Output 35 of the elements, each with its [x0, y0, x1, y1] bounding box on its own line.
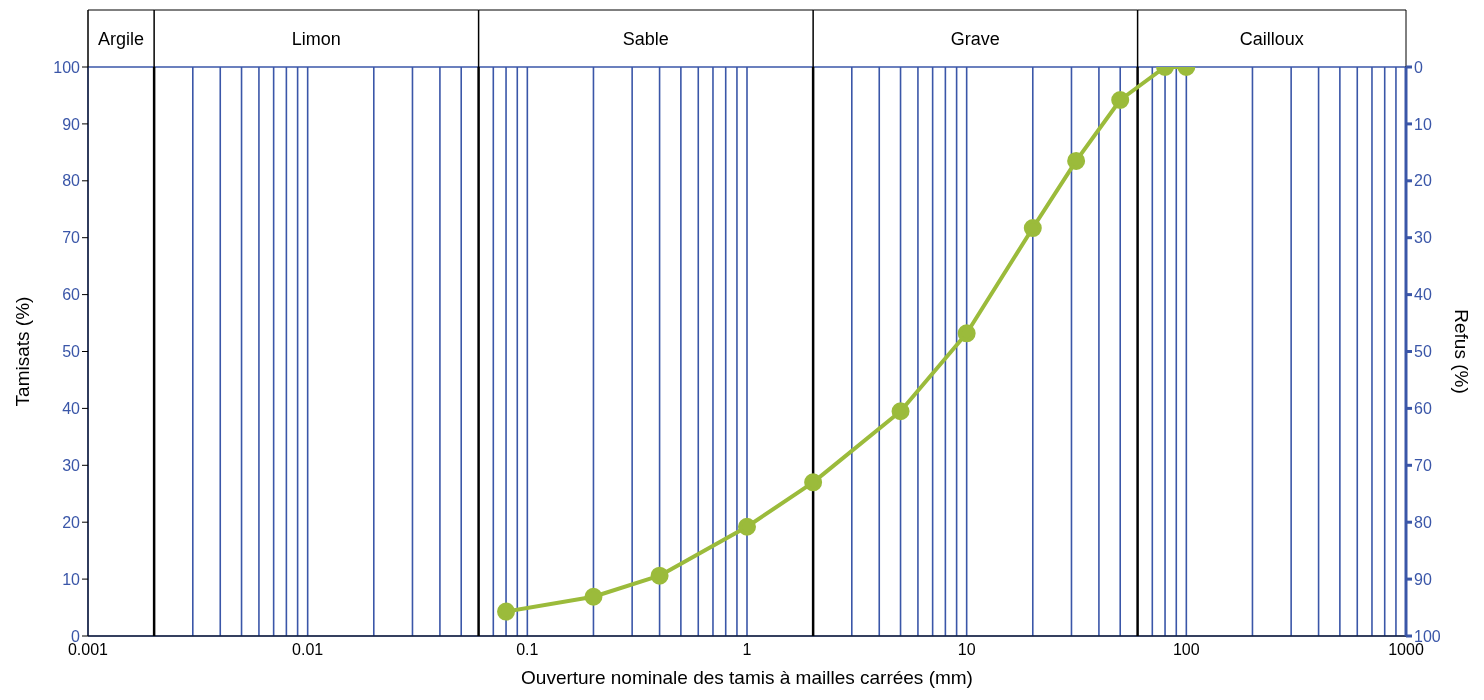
x-tick-label: 100 [1172, 641, 1200, 659]
y-tick-label: 70 [62, 229, 81, 247]
x-tick-label: 1000 [1388, 641, 1424, 659]
y2-tick-label: 20 [1414, 172, 1432, 190]
y2-tick-label: 10 [1414, 115, 1432, 133]
y-tick-label: 90 [62, 115, 81, 133]
text: Grave [950, 28, 1000, 49]
y-tick-label: 10 [62, 570, 81, 588]
x-tick-label: 0.01 [292, 641, 324, 659]
y-tick-label: 20 [62, 513, 81, 531]
y2-tick-label: 90 [1414, 570, 1432, 588]
text: Argile [98, 28, 145, 49]
y-tick-label: 40 [62, 400, 81, 418]
x-tick-label: 0.1 [516, 641, 539, 659]
y2-tick-label: 0 [1414, 58, 1423, 76]
x-tick-label: 10 [957, 641, 976, 659]
y-tick-label: 50 [62, 343, 81, 361]
y2-tick-label: 70 [1414, 456, 1432, 474]
y2-tick-label: 30 [1414, 229, 1432, 247]
y-tick-label: 60 [62, 286, 81, 304]
y-axis-title: Tamisats (%) [11, 296, 33, 407]
y-tick-label: 30 [62, 456, 81, 474]
text: Limon [291, 28, 341, 49]
y2-tick-label: 40 [1414, 286, 1432, 304]
x-tick-label: 0.001 [67, 641, 109, 659]
x-tick-label: 1 [742, 641, 752, 659]
y-tick-label: 100 [53, 58, 81, 76]
y2-axis-title: Refus (%) [1451, 309, 1473, 394]
y2-tick-label: 50 [1414, 343, 1432, 361]
y2-tick-label: 60 [1414, 400, 1432, 418]
x-axis-title: Ouverture nominale des tamis à mailles carrées (mm) [521, 667, 973, 688]
y-tick-label: 80 [62, 172, 81, 190]
text: Sable [622, 28, 669, 49]
text: Cailloux [1239, 28, 1304, 49]
y2-tick-label: 80 [1414, 513, 1432, 531]
